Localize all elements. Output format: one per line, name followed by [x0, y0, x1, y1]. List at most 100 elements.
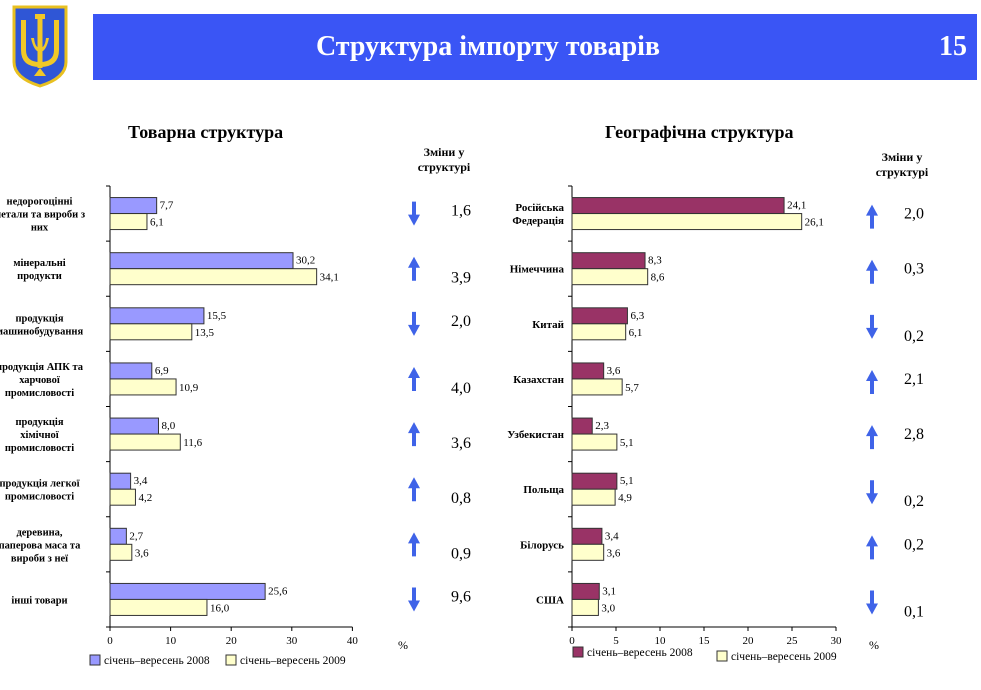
- right-bar-2008: [571, 252, 646, 270]
- right-change-value: 0,2: [904, 328, 924, 345]
- left-arrow-up-icon: [408, 477, 420, 502]
- right-arrow-up-icon: [866, 535, 878, 560]
- right-bar-2009: [571, 598, 599, 616]
- left-change-value: 0,9: [451, 545, 471, 562]
- left-data-label-2009: 10,9: [179, 382, 199, 394]
- right-category-label: Німеччина: [510, 264, 565, 276]
- right-data-label-2008: 5,1: [620, 475, 634, 487]
- left-data-label-2008: 30,2: [296, 255, 315, 267]
- left-data-label-2009: 16,0: [210, 602, 230, 614]
- left-category-label: продукти: [17, 271, 62, 282]
- left-data-label-2008: 7,7: [160, 200, 174, 212]
- coat-of-arms-icon: [12, 5, 68, 88]
- left-arrow-up-icon: [408, 532, 420, 557]
- right-bar-2008: [571, 472, 618, 490]
- right-x-tick-label: 30: [831, 635, 843, 647]
- right-x-tick-label: 10: [655, 635, 667, 647]
- left-bar-2009: [109, 543, 133, 561]
- left-category-label: продукція легкої: [0, 479, 80, 490]
- left-data-label-2009: 11,6: [183, 437, 202, 449]
- right-x-tick-label: 20: [743, 635, 755, 647]
- left-data-label-2008: 3,4: [134, 475, 148, 487]
- left-bar-2009: [109, 433, 181, 451]
- left-category-label: харчової: [19, 375, 60, 386]
- right-bar-2008: [571, 307, 628, 325]
- left-bar-2008: [109, 582, 266, 600]
- right-legend-swatch-2008: [572, 646, 584, 658]
- left-category-label: недорогоцінні: [7, 197, 73, 208]
- right-bar-2009: [571, 268, 649, 286]
- left-category-label: них: [31, 223, 49, 234]
- left-data-label-2008: 6,9: [155, 365, 169, 377]
- right-bar-2009: [571, 323, 627, 341]
- left-legend-swatch-2008: [89, 654, 101, 666]
- right-category-label: Федерація: [512, 215, 564, 227]
- left-arrow-up-icon: [408, 366, 420, 391]
- left-x-tick-label: 0: [107, 635, 113, 647]
- left-change-value: 3,9: [451, 270, 471, 287]
- left-bar-2008: [109, 307, 205, 325]
- right-bar-2008: [571, 582, 600, 600]
- left-bar-2008: [109, 362, 153, 380]
- right-data-label-2008: 3,6: [607, 365, 621, 377]
- left-change-value: 4,0: [451, 380, 471, 397]
- right-bar-2009: [571, 488, 616, 506]
- right-arrow-down-icon: [866, 480, 878, 505]
- right-category-label: США: [536, 594, 564, 606]
- left-data-label-2009: 34,1: [320, 272, 339, 284]
- right-category-label: Узбекистан: [507, 429, 564, 441]
- left-bar-2009: [109, 268, 318, 286]
- right-x-tick-label: 5: [613, 635, 619, 647]
- page-number: 15: [939, 31, 967, 62]
- right-change-value: 0,1: [904, 603, 924, 620]
- left-arrow-down-icon: [408, 201, 420, 226]
- left-x-tick-label: 20: [226, 635, 238, 647]
- right-change-value: 2,1: [904, 371, 924, 388]
- right-bar-2009: [571, 543, 605, 561]
- left-change-value: 0,8: [451, 490, 471, 507]
- left-data-label-2009: 3,6: [135, 547, 149, 559]
- right-arrow-down-icon: [866, 314, 878, 339]
- header-banner: Структура імпорту товарів 15: [93, 14, 977, 80]
- left-category-label: продукція: [15, 313, 63, 324]
- right-change-value: 0,2: [904, 493, 924, 510]
- left-bar-2008: [109, 197, 158, 215]
- left-bar-2008: [109, 417, 159, 435]
- right-change-value: 0,3: [904, 261, 924, 278]
- right-arrow-up-icon: [866, 369, 878, 394]
- right-data-label-2008: 24,1: [787, 200, 806, 212]
- right-bar-2008: [571, 417, 593, 435]
- right-data-label-2009: 3,6: [607, 547, 621, 559]
- right-chart-title: Географічна структура: [605, 122, 794, 142]
- left-legend-swatch-2009: [225, 654, 237, 666]
- right-data-label-2008: 2,3: [595, 420, 609, 432]
- left-change-value: 3,6: [451, 435, 471, 452]
- left-arrow-down-icon: [408, 587, 420, 612]
- right-category-label: Китай: [532, 319, 564, 331]
- right-data-label-2009: 6,1: [629, 327, 643, 339]
- right-legend-swatch-2009: [716, 650, 728, 662]
- right-category-label: Білорусь: [520, 539, 564, 551]
- left-change-value: 1,6: [451, 203, 471, 220]
- right-arrow-up-icon: [866, 204, 878, 229]
- left-category-label: мінеральні: [13, 258, 65, 269]
- left-category-label: хімічної: [20, 430, 58, 441]
- right-arrow-up-icon: [866, 259, 878, 284]
- right-change-value: 0,2: [904, 536, 924, 553]
- left-category-label: вироби з неї: [11, 553, 68, 564]
- right-unit-label: %: [869, 638, 879, 652]
- right-change-value: 2,8: [904, 426, 924, 443]
- left-bar-2008: [109, 252, 294, 270]
- left-data-label-2008: 2,7: [129, 530, 143, 542]
- left-category-label: продукція: [15, 417, 63, 428]
- left-bar-2009: [109, 323, 193, 341]
- left-data-label-2009: 4,2: [138, 492, 152, 504]
- right-data-label-2009: 3,0: [601, 602, 615, 614]
- left-data-label-2009: 13,5: [195, 327, 215, 339]
- left-bar-2009: [109, 598, 208, 616]
- left-category-label: промисловості: [5, 443, 74, 454]
- left-bar-2008: [109, 472, 132, 490]
- left-bar-2009: [109, 488, 136, 506]
- left-arrow-down-icon: [408, 311, 420, 336]
